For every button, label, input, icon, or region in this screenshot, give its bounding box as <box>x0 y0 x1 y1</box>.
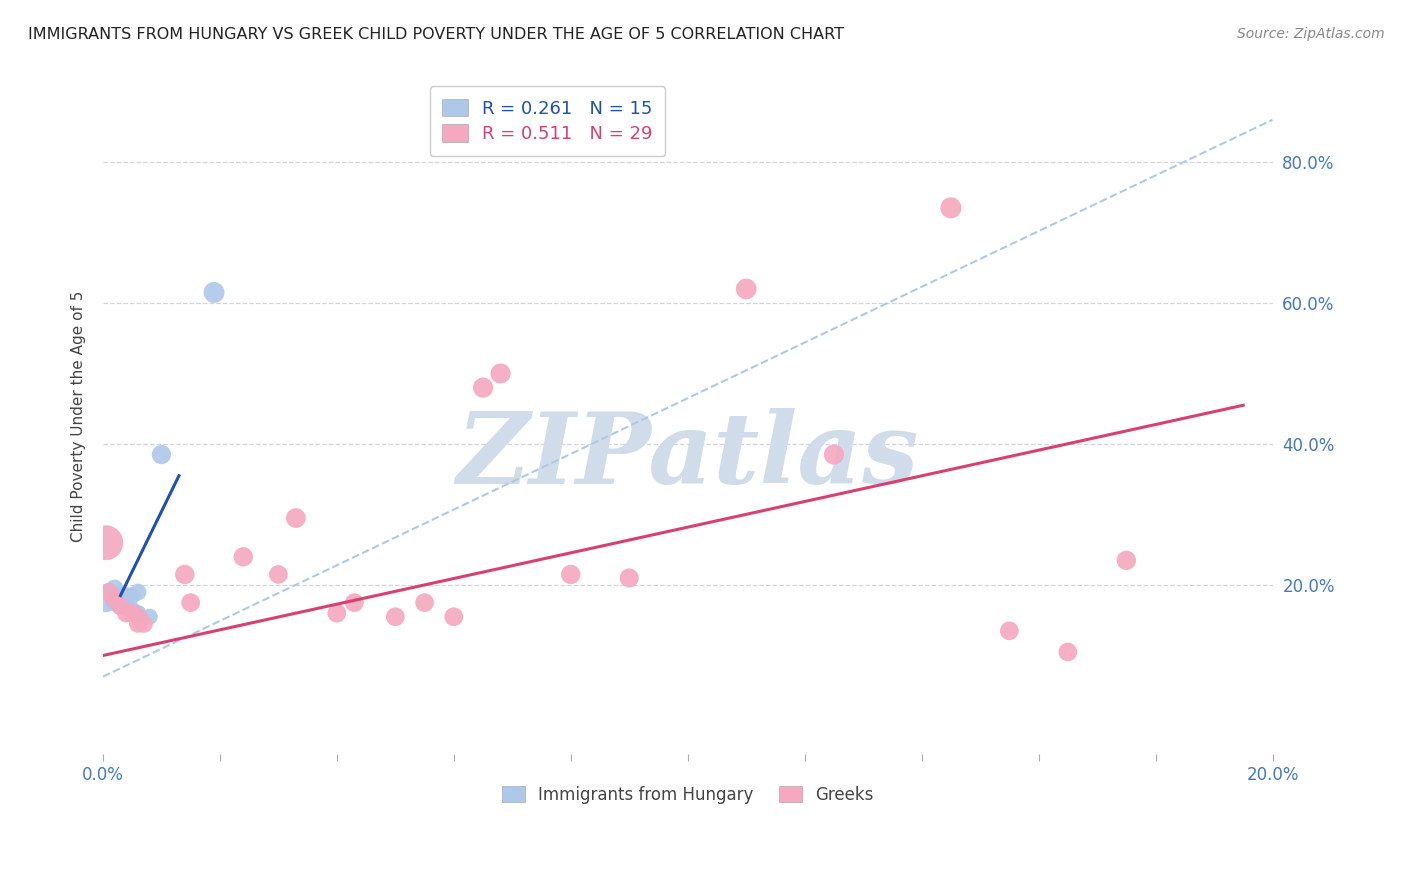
Point <box>115 589 138 603</box>
Point <box>202 285 225 300</box>
Point <box>104 596 127 610</box>
Point <box>115 599 138 614</box>
Point <box>180 596 202 610</box>
Point <box>115 606 138 620</box>
Point <box>998 624 1021 638</box>
Point <box>1115 553 1137 567</box>
Point <box>326 606 349 620</box>
Point <box>94 596 117 610</box>
Y-axis label: Child Poverty Under the Age of 5: Child Poverty Under the Age of 5 <box>72 290 86 541</box>
Point <box>939 201 962 215</box>
Point <box>150 448 173 462</box>
Point <box>489 367 512 381</box>
Point <box>384 609 406 624</box>
Point <box>110 589 132 603</box>
Point <box>267 567 290 582</box>
Point <box>343 596 366 610</box>
Point <box>104 582 127 596</box>
Point <box>173 567 195 582</box>
Point <box>121 603 143 617</box>
Point <box>443 609 465 624</box>
Text: Source: ZipAtlas.com: Source: ZipAtlas.com <box>1237 27 1385 41</box>
Point <box>110 596 132 610</box>
Legend: Immigrants from Hungary, Greeks: Immigrants from Hungary, Greeks <box>492 775 884 814</box>
Point <box>94 535 117 549</box>
Point <box>560 567 582 582</box>
Point <box>132 616 155 631</box>
Point <box>232 549 254 564</box>
Point <box>110 599 132 614</box>
Point <box>97 585 120 599</box>
Point <box>619 571 641 585</box>
Point <box>284 511 307 525</box>
Point <box>127 606 149 620</box>
Point <box>104 592 127 607</box>
Point <box>127 609 149 624</box>
Point <box>121 606 143 620</box>
Point <box>413 596 436 610</box>
Point <box>127 585 149 599</box>
Text: ZIPatlas: ZIPatlas <box>457 409 920 505</box>
Point <box>823 448 845 462</box>
Text: IMMIGRANTS FROM HUNGARY VS GREEK CHILD POVERTY UNDER THE AGE OF 5 CORRELATION CH: IMMIGRANTS FROM HUNGARY VS GREEK CHILD P… <box>28 27 844 42</box>
Point <box>1056 645 1078 659</box>
Point <box>472 381 495 395</box>
Point <box>121 589 143 603</box>
Point <box>735 282 758 296</box>
Point <box>138 609 160 624</box>
Point <box>127 616 149 631</box>
Point <box>97 585 120 599</box>
